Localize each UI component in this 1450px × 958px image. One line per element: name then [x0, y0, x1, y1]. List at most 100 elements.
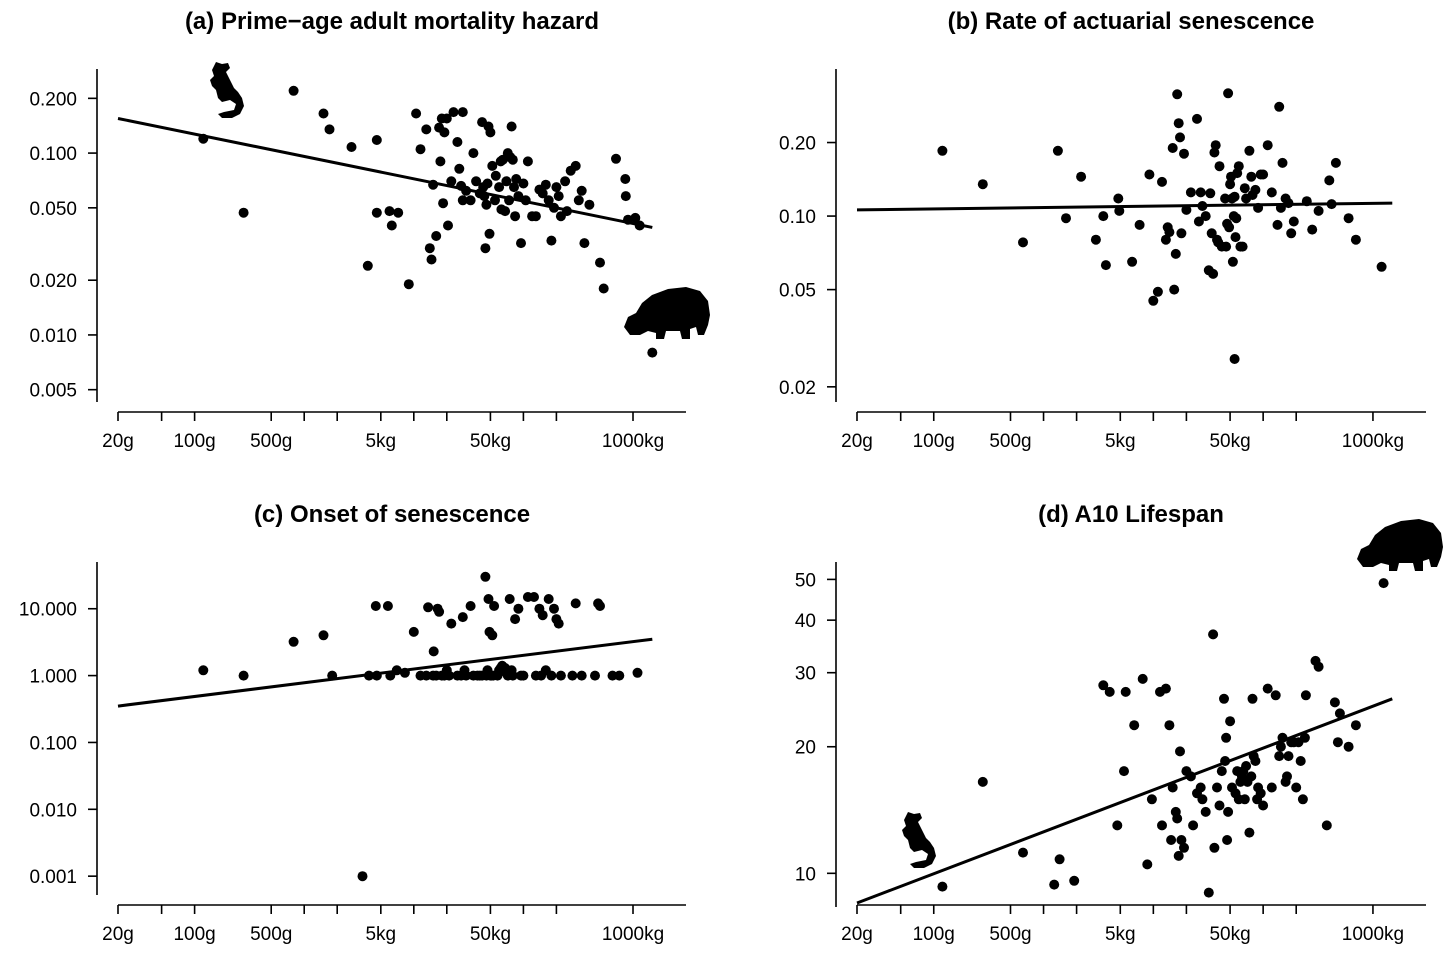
data-point	[364, 670, 374, 681]
data-point	[977, 179, 988, 190]
data-point	[457, 612, 468, 623]
x-tick-label: 20g	[841, 924, 873, 945]
data-point	[513, 603, 524, 614]
data-point	[1212, 782, 1222, 793]
fit-line	[856, 201, 1393, 212]
data-point	[1176, 228, 1187, 239]
data-point	[529, 592, 539, 602]
data-point	[1329, 697, 1340, 708]
data-point	[1157, 176, 1167, 187]
data-point	[1069, 875, 1080, 886]
y-tick-label: 0.020	[29, 271, 77, 292]
data-point	[424, 243, 435, 254]
data-point	[1119, 766, 1129, 777]
data-point	[647, 347, 658, 358]
data-point	[1343, 741, 1354, 752]
data-point	[1185, 771, 1196, 782]
data-point	[1258, 800, 1269, 811]
data-point	[1291, 782, 1302, 793]
chart-title: (b) Rate of actuarial senescence	[948, 8, 1315, 35]
y-tick-label: 0.005	[29, 381, 77, 402]
data-point	[1098, 680, 1109, 691]
x-tick-label: 500g	[989, 431, 1031, 452]
data-point	[516, 238, 526, 249]
data-point	[504, 195, 515, 206]
data-point	[1272, 219, 1283, 230]
data-point	[1282, 771, 1292, 782]
fit-line	[117, 637, 653, 708]
x-tick-label: 5kg	[365, 431, 396, 452]
data-point	[1185, 187, 1196, 198]
data-point	[1175, 132, 1185, 143]
y-tick-label: 0.010	[29, 326, 77, 347]
x-tick-label: 20g	[102, 924, 134, 945]
data-point	[446, 176, 457, 187]
data-point	[1239, 794, 1250, 805]
data-point	[439, 127, 450, 138]
data-point	[1220, 756, 1231, 766]
data-point	[1208, 268, 1219, 279]
x-tick-label: 20g	[841, 431, 873, 452]
data-point	[1167, 143, 1178, 153]
data-point	[461, 670, 472, 681]
data-point	[1288, 216, 1299, 227]
data-point	[1172, 89, 1183, 100]
data-point	[1350, 234, 1361, 245]
data-point	[1222, 835, 1233, 845]
data-point	[1229, 354, 1240, 364]
chart-a: (a) Prime−age adult mortality hazard 20g…	[29, 8, 710, 452]
data-point	[1225, 716, 1236, 727]
x-tick-label: 1000kg	[1342, 431, 1404, 452]
y-tick-label: 0.02	[779, 378, 816, 399]
data-point	[318, 108, 329, 119]
data-point	[1129, 720, 1140, 731]
data-point	[1283, 198, 1294, 209]
data-point	[485, 127, 496, 138]
x-tick-label: 1000kg	[602, 431, 664, 452]
data-point	[489, 601, 500, 611]
data-point	[1152, 286, 1163, 297]
data-point	[1216, 766, 1227, 777]
data-point	[1227, 256, 1238, 267]
data-point	[1233, 161, 1244, 172]
chart-title: (c) Onset of senescence	[254, 501, 530, 528]
data-point	[1241, 761, 1252, 771]
data-point	[465, 601, 476, 611]
data-point	[384, 206, 395, 217]
data-point	[1266, 187, 1277, 198]
data-point	[1266, 782, 1277, 793]
data-point	[1200, 211, 1211, 222]
y-tick-label: 50	[795, 570, 816, 591]
data-point	[501, 176, 512, 187]
hippo-icon	[1357, 519, 1443, 571]
y-tick-label: 0.10	[779, 207, 816, 228]
x-tick-label: 1000kg	[1342, 924, 1404, 945]
data-point	[507, 154, 518, 165]
data-point	[546, 235, 557, 246]
data-point	[198, 665, 209, 676]
data-point	[443, 220, 453, 231]
data-point	[1098, 211, 1109, 222]
data-point	[1197, 201, 1208, 211]
data-point	[1297, 794, 1308, 805]
monkey-icon	[902, 812, 936, 868]
data-point	[1250, 756, 1261, 766]
data-point	[511, 174, 522, 184]
data-point	[1137, 673, 1148, 684]
data-point	[1300, 690, 1311, 701]
data-point	[543, 594, 554, 604]
data-point	[428, 646, 439, 657]
data-point	[1313, 661, 1324, 672]
data-point	[510, 614, 521, 625]
data-point	[391, 665, 402, 676]
data-point	[346, 142, 357, 152]
data-point	[1286, 228, 1297, 239]
data-point	[540, 179, 551, 190]
data-point	[1100, 260, 1111, 271]
data-point	[452, 137, 463, 147]
data-point	[1049, 879, 1060, 890]
x-tick-label: 50kg	[470, 431, 511, 452]
data-point	[198, 133, 209, 144]
data-point	[461, 185, 472, 196]
data-point	[570, 160, 581, 171]
